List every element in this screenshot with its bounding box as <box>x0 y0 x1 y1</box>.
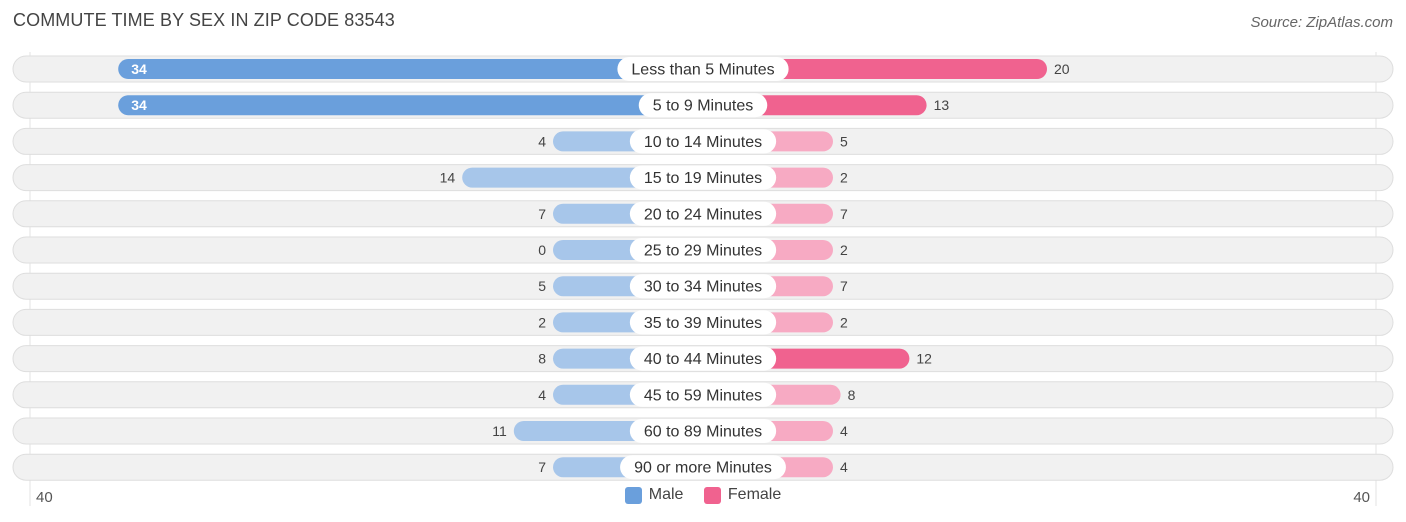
category-label: 25 to 29 Minutes <box>644 243 762 260</box>
bar-male <box>118 59 703 79</box>
legend-swatch-female <box>703 486 721 504</box>
axis-left-label: 40 <box>36 489 53 506</box>
value-label-male: 4 <box>538 133 546 149</box>
bar-row: 25 to 29 Minutes 0 2 <box>12 236 1394 264</box>
legend-label-male: Male <box>648 486 684 503</box>
value-label-female: 2 <box>840 242 848 258</box>
value-label-male: 14 <box>440 170 456 186</box>
category-label-bg <box>638 93 768 118</box>
value-label-male: 34 <box>131 97 147 113</box>
value-label-female: 13 <box>934 97 950 113</box>
bar-male <box>118 95 703 116</box>
value-label-male: 2 <box>538 314 546 330</box>
value-label-male: 8 <box>538 351 546 367</box>
bar-row: 20 to 24 Minutes 7 7 <box>12 200 1394 228</box>
chart-title: COMMUTE TIME BY SEX IN ZIP CODE 83543 <box>13 10 395 30</box>
value-label-male: 34 <box>131 61 147 77</box>
category-label-bg <box>629 201 777 226</box>
category-label: 90 or more Minutes <box>634 460 772 477</box>
category-label: 5 to 9 Minutes <box>653 98 754 115</box>
bar-row: 35 to 39 Minutes 2 2 <box>12 308 1394 336</box>
bar-row: Less than 5 Minutes 34 20 <box>12 55 1394 83</box>
category-label-bg <box>629 165 777 190</box>
legend-swatch-male <box>624 486 642 504</box>
value-label-female: 8 <box>848 387 856 403</box>
value-label-male: 5 <box>538 278 546 294</box>
bar-row: 15 to 19 Minutes 14 2 <box>12 164 1394 192</box>
category-label-bg <box>629 346 777 371</box>
value-label-female: 5 <box>840 133 848 149</box>
value-label-female: 7 <box>840 278 848 294</box>
value-label-female: 7 <box>840 206 848 222</box>
bar-row: 10 to 14 Minutes 4 5 <box>12 127 1394 155</box>
chart-source: Source: ZipAtlas.com <box>1250 14 1393 31</box>
category-label: 30 to 34 Minutes <box>644 279 762 296</box>
value-label-female: 20 <box>1054 61 1070 77</box>
value-label-female: 4 <box>840 423 848 439</box>
bar-row: 45 to 59 Minutes 4 8 <box>12 381 1394 409</box>
value-label-female: 2 <box>840 314 848 330</box>
category-label: Less than 5 Minutes <box>631 62 774 79</box>
value-label-female: 4 <box>840 459 848 475</box>
legend-item-female: Female <box>703 486 782 504</box>
category-label: 35 to 39 Minutes <box>644 315 762 332</box>
bar-row: 60 to 89 Minutes 11 4 <box>12 417 1394 445</box>
value-label-male: 11 <box>492 423 507 439</box>
category-label-bg <box>629 310 777 335</box>
value-label-male: 7 <box>538 459 546 475</box>
category-label-bg <box>629 419 777 443</box>
axis-right-label: 40 <box>1353 489 1370 506</box>
bar-female <box>703 59 1047 79</box>
value-label-female: 2 <box>840 170 848 186</box>
legend-item-male: Male <box>624 486 684 504</box>
category-label: 15 to 19 Minutes <box>644 170 762 187</box>
category-label-bg <box>617 57 789 81</box>
value-label-male: 7 <box>538 206 546 222</box>
category-label-bg <box>620 455 786 480</box>
category-label-bg <box>629 129 777 154</box>
category-label: 10 to 14 Minutes <box>644 134 762 151</box>
bar-row: 40 to 44 Minutes 8 12 <box>12 345 1394 373</box>
category-label-bg <box>629 382 777 407</box>
category-label-bg <box>629 274 777 299</box>
category-label: 20 to 24 Minutes <box>644 206 762 223</box>
bar-row: 30 to 34 Minutes 5 7 <box>12 272 1394 300</box>
value-label-male: 4 <box>538 387 546 403</box>
chart-legend: Male Female <box>0 486 1406 509</box>
bar-row: 5 to 9 Minutes 34 13 <box>12 91 1394 119</box>
value-label-female: 12 <box>916 351 932 367</box>
value-label-male: 0 <box>538 242 546 258</box>
category-label-bg <box>629 238 777 262</box>
bar-row: 90 or more Minutes 7 4 <box>12 453 1394 481</box>
category-label: 60 to 89 Minutes <box>644 424 762 441</box>
category-label: 45 to 59 Minutes <box>644 387 762 404</box>
category-label: 40 to 44 Minutes <box>644 351 762 368</box>
legend-label-female: Female <box>727 486 782 503</box>
